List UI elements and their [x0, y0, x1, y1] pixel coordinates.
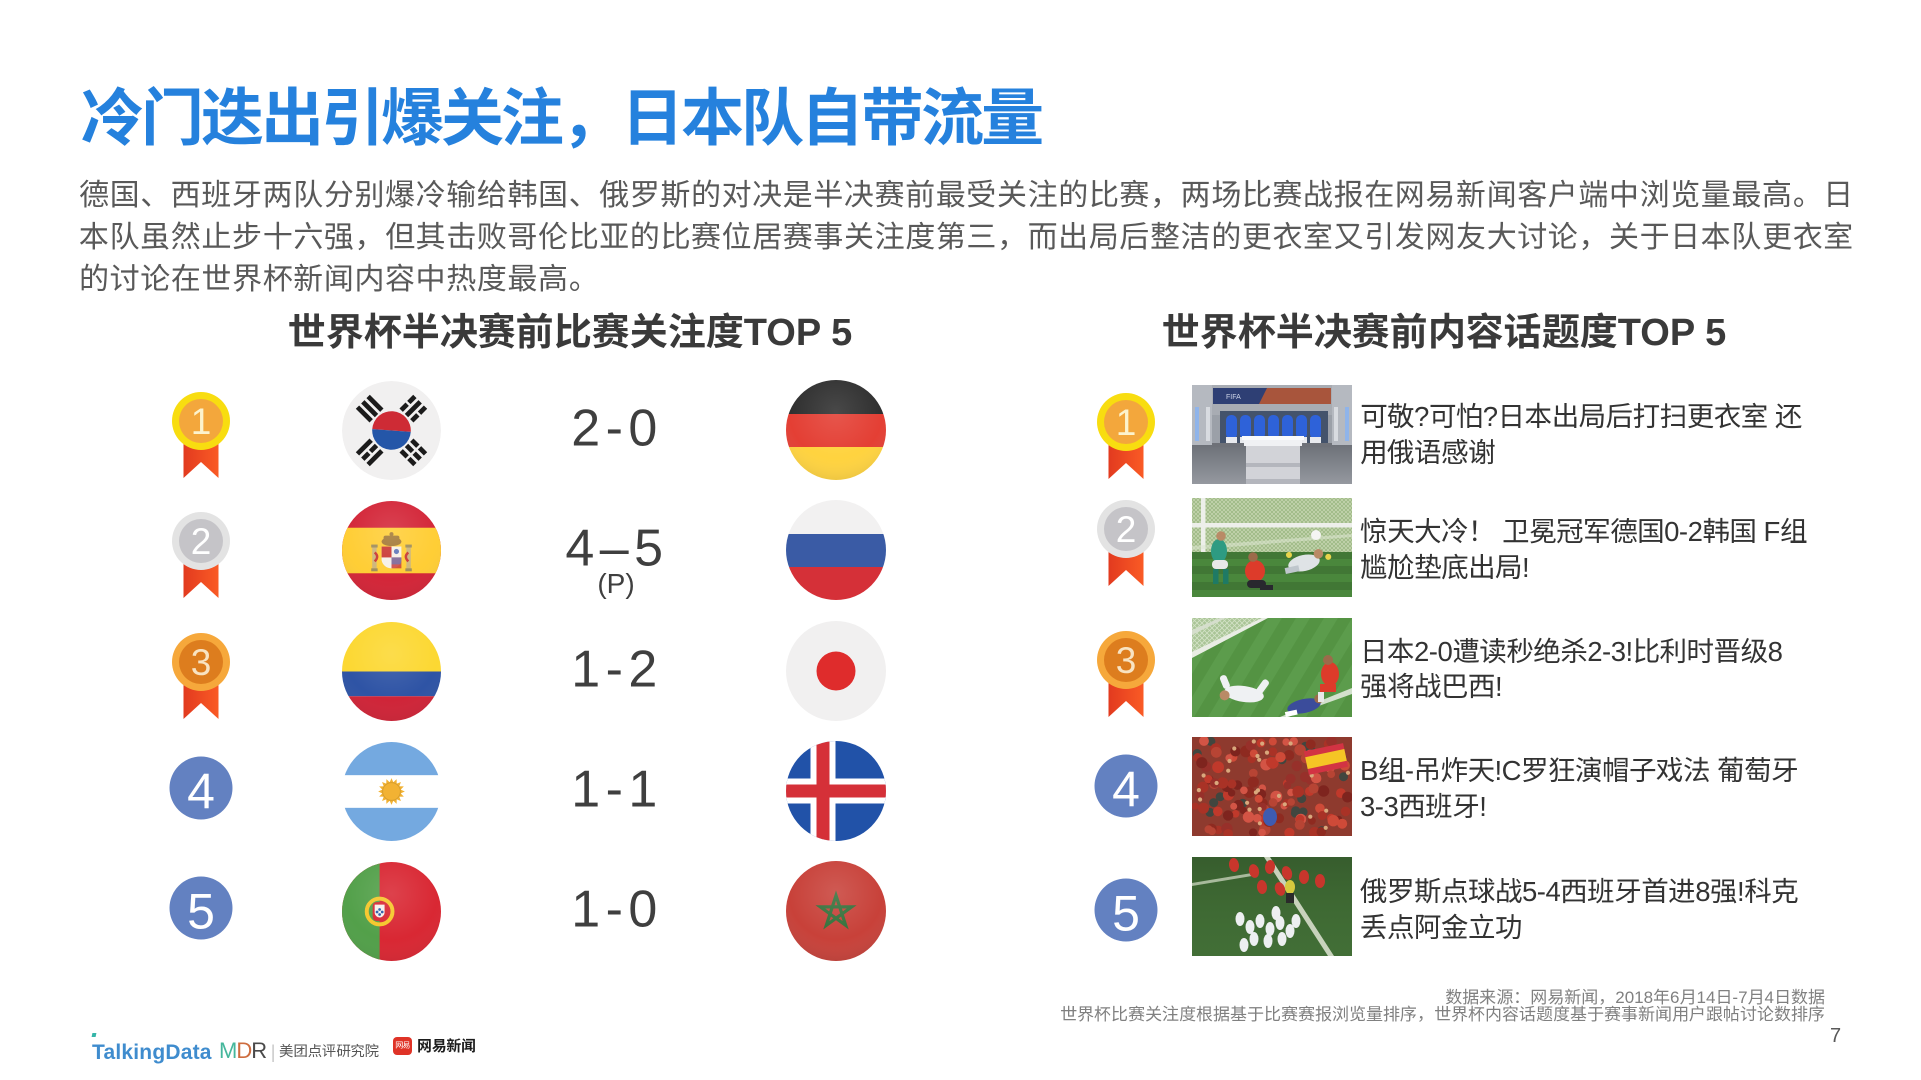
svg-text:FIFA: FIFA: [1226, 394, 1241, 401]
svg-text:3: 3: [1116, 640, 1137, 681]
svg-text:1: 1: [191, 401, 212, 442]
svg-text:2: 2: [1116, 509, 1137, 550]
svg-text:1: 1: [1116, 402, 1137, 443]
svg-text:3: 3: [191, 642, 212, 683]
svg-text:2: 2: [191, 521, 212, 562]
